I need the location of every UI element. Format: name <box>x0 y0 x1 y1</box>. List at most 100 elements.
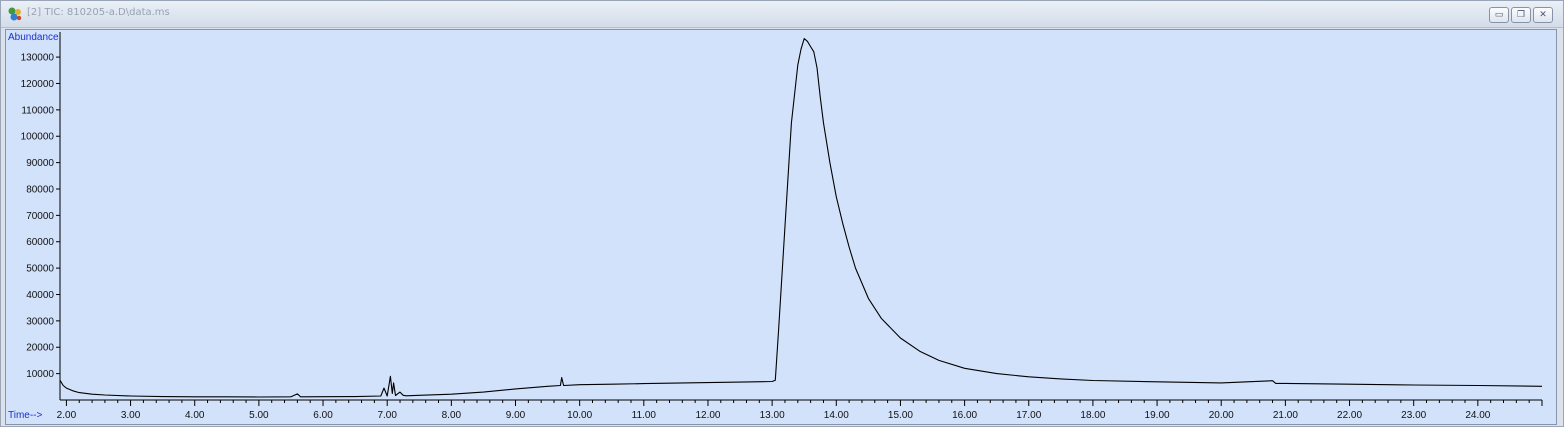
tic-data-point <box>775 380 776 381</box>
chemstation-data-icon <box>8 7 22 21</box>
tic-data-point <box>1060 378 1061 379</box>
tic-data-point <box>1272 380 1273 381</box>
y-tick-label: 120000 <box>21 79 55 90</box>
tic-data-point <box>1221 382 1222 383</box>
x-tick-label: 16.00 <box>952 410 977 421</box>
tic-data-point <box>303 396 304 397</box>
tic-data-point <box>560 385 561 386</box>
y-axis-title: Abundance <box>8 32 59 43</box>
y-tick-label: 70000 <box>26 211 54 222</box>
tic-data-point <box>739 381 740 382</box>
tic-data-point <box>395 395 396 396</box>
y-tick-label: 100000 <box>21 132 55 143</box>
tic-data-point <box>1092 380 1093 381</box>
x-tick-label: 12.00 <box>695 410 720 421</box>
tic-data-point <box>547 386 548 387</box>
tic-data-point <box>842 223 843 224</box>
restore-button[interactable]: ❐ <box>1511 7 1531 23</box>
tic-data-point <box>300 396 301 397</box>
y-tick-label: 40000 <box>26 290 54 301</box>
tic-data-point <box>797 64 798 65</box>
y-tick-label: 10000 <box>26 369 54 380</box>
x-tick-label: 10.00 <box>567 410 592 421</box>
x-tick-label: 5.00 <box>249 410 269 421</box>
y-tick-label: 80000 <box>26 184 54 195</box>
tic-data-point <box>1477 385 1478 386</box>
tic-data-point <box>419 395 420 396</box>
x-tick-label: 11.00 <box>632 410 657 421</box>
x-tick-label: 14.00 <box>824 410 849 421</box>
tic-data-point <box>561 377 562 378</box>
tic-data-point <box>383 388 384 389</box>
tic-data-point <box>1275 383 1276 384</box>
tic-data-point <box>675 383 676 384</box>
tic-data-point <box>72 390 73 391</box>
tic-data-point <box>1156 381 1157 382</box>
tic-data-point <box>194 396 195 397</box>
minimize-button[interactable]: ▭ <box>1489 7 1509 23</box>
tic-data-point <box>791 122 792 123</box>
tic-data-point <box>919 351 920 352</box>
tic-data-point <box>1349 384 1350 385</box>
tic-data-point <box>451 394 452 395</box>
tic-data-point <box>1413 384 1414 385</box>
tic-data-point <box>392 393 393 394</box>
tic-data-point <box>778 331 779 332</box>
tic-data-point <box>390 376 391 377</box>
tic-data-point <box>290 396 291 397</box>
tic-data-point <box>823 122 824 123</box>
x-tick-label: 15.00 <box>888 410 913 421</box>
tic-data-point <box>996 373 997 374</box>
tic-data-point <box>104 394 105 395</box>
tic-data-point <box>1028 376 1029 377</box>
tic-data-point <box>813 51 814 52</box>
x-tick-label: 13.00 <box>760 410 785 421</box>
tic-chart: 10000 20000 30000 40000 50000 60000 70000 80000… <box>8 32 1543 421</box>
x-tick-label: 19.00 <box>1145 410 1170 421</box>
y-tick-label: 50000 <box>26 264 54 275</box>
tic-data-point <box>483 391 484 392</box>
y-tick-label: 110000 <box>21 105 54 116</box>
tic-data-point <box>784 225 785 226</box>
tic-data-point <box>807 41 808 42</box>
chromatogram-plot-area[interactable]: 10000 20000 30000 40000 50000 60000 70000 80000… <box>5 29 1557 425</box>
tic-data-point <box>563 385 564 386</box>
tic-data-point <box>1285 383 1286 384</box>
tic-trace-line <box>59 38 1543 398</box>
y-tick-label: 30000 <box>26 316 54 327</box>
tic-data-point <box>1541 386 1542 387</box>
title-bar[interactable]: [2] TIC: 810205-a.D\data.ms ▭ ❐ ✕ <box>1 1 1563 28</box>
tic-data-point <box>849 246 850 247</box>
tic-data-point <box>938 360 939 361</box>
tic-data-point <box>226 396 227 397</box>
tic-data-point <box>322 396 323 397</box>
x-tick-label: 22.00 <box>1337 410 1362 421</box>
close-button[interactable]: ✕ <box>1533 7 1553 23</box>
tic-data-point <box>258 396 259 397</box>
tic-data-point <box>515 388 516 389</box>
window-title: [2] TIC: 810205-a.D\data.ms <box>27 7 170 18</box>
tic-data-point <box>579 384 580 385</box>
tic-data-point <box>900 337 901 338</box>
tic-data-point <box>772 381 773 382</box>
x-tick-label: 9.00 <box>506 410 526 421</box>
tic-data-point <box>964 368 965 369</box>
tic-data-point <box>380 395 381 396</box>
tic-data-point <box>162 396 163 397</box>
x-tick-label: 2.00 <box>57 410 77 421</box>
tic-data-point <box>297 393 298 394</box>
tic-data-point <box>399 391 400 392</box>
tic-data-point <box>355 396 356 397</box>
y-tick-label: 20000 <box>26 343 54 354</box>
x-axis-title: Time--> <box>8 410 43 421</box>
tic-data-point <box>868 298 869 299</box>
x-tick-label: 7.00 <box>377 410 397 421</box>
x-tick-label: 3.00 <box>121 410 141 421</box>
x-tick-label: 21.00 <box>1273 410 1298 421</box>
tic-data-point <box>643 383 644 384</box>
tic-data-point <box>79 392 80 393</box>
tic-data-point <box>836 196 837 197</box>
window-controls: ▭ ❐ ✕ <box>1489 7 1553 23</box>
tic-data-point <box>829 162 830 163</box>
tic-data-point <box>59 380 60 381</box>
